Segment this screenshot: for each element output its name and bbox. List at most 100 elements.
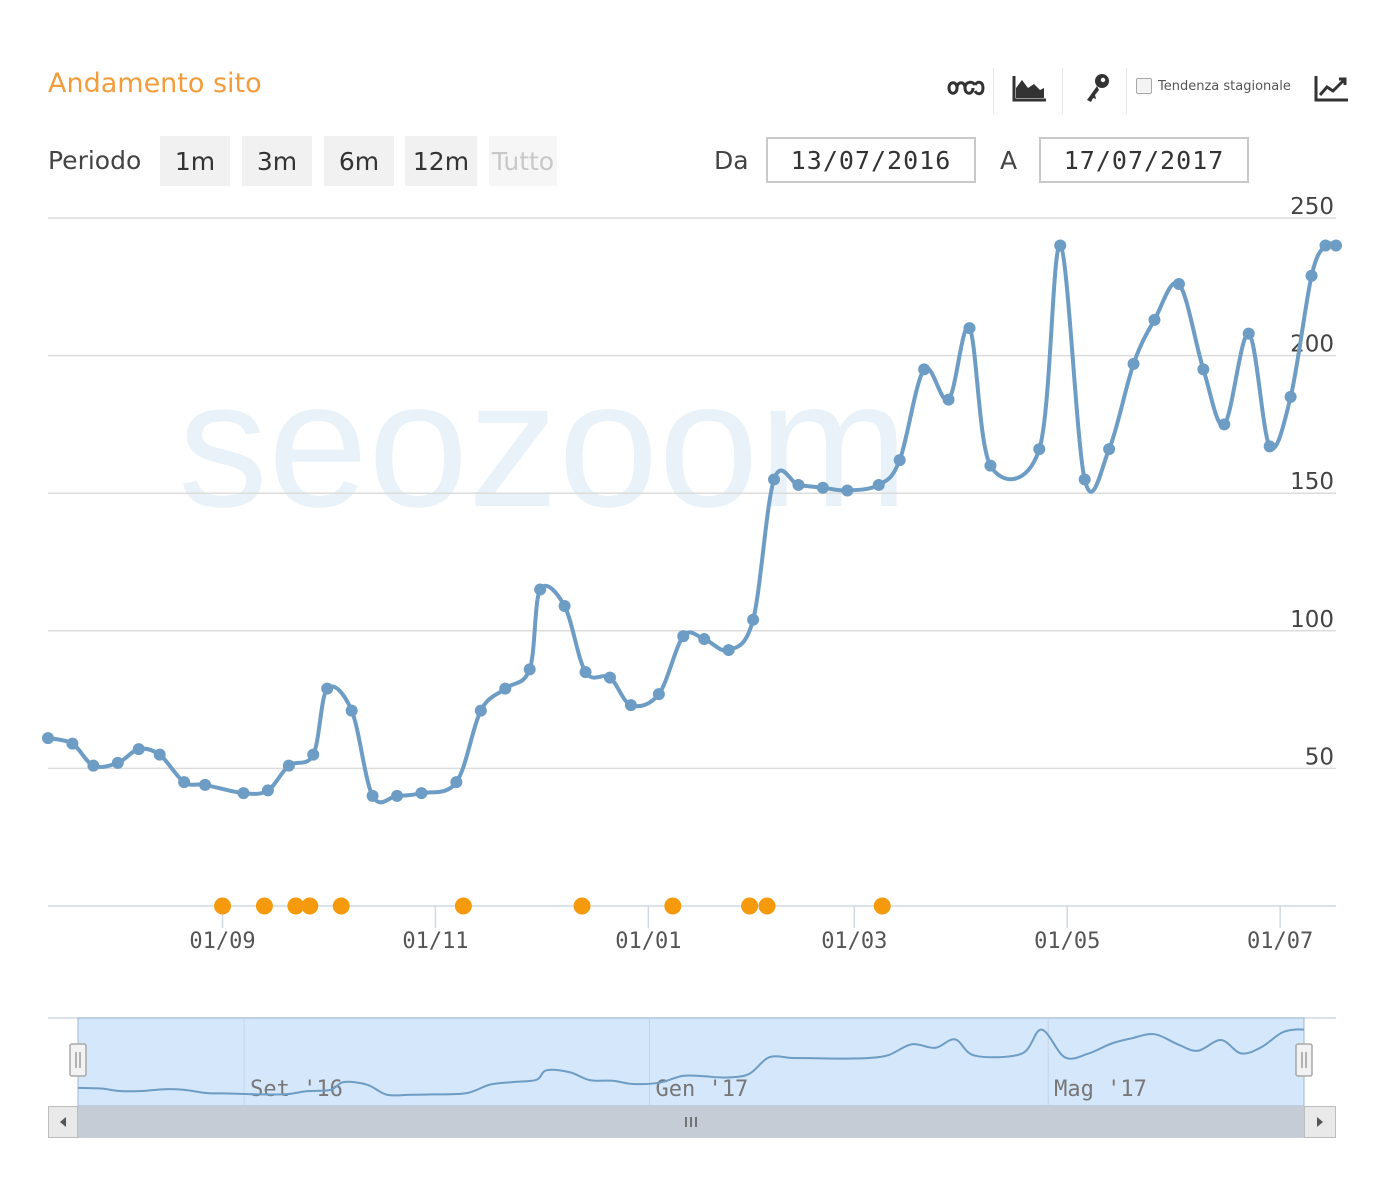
data-point [1078,473,1091,486]
event-marker [214,897,232,915]
event-marker [873,897,891,915]
navigator-selection [77,1017,1305,1107]
toolbar-separator [1126,68,1127,114]
event-marker [664,897,682,915]
data-point [111,756,124,769]
toolbar-separator [1062,68,1063,114]
data-point [792,478,805,491]
event-marker [454,897,472,915]
from-date-input[interactable] [766,137,976,183]
y-gridlines [48,217,1336,770]
to-date-input[interactable] [1039,137,1249,183]
data-point [66,737,79,750]
arrow-left-icon [60,1117,66,1127]
data-point [579,666,592,679]
handle-body [69,1043,87,1077]
x-tick-label: 01/11 [402,929,468,954]
x-tick-label: 01/05 [1034,929,1100,954]
data-point [1033,443,1046,456]
watermark-text: seozoom [178,344,908,545]
period-label: Periodo [48,146,142,175]
key-icon[interactable] [1072,62,1124,114]
data-point [768,473,781,486]
data-point [1172,278,1185,291]
scroll-left-button[interactable] [48,1106,78,1138]
navigator-series [77,1028,1305,1097]
data-point [261,784,274,797]
series-line[interactable] [42,239,1342,805]
period-3m-button[interactable]: 3m [242,136,312,186]
navigator-label: Gen '17 [655,1077,748,1102]
scroll-right-button[interactable] [1304,1106,1336,1138]
data-point [1103,443,1116,456]
y-tick-label: 50 [1305,744,1334,770]
event-marker [758,897,776,915]
data-point [42,732,54,745]
data-point [1330,239,1342,252]
y-tick-label: 250 [1290,194,1334,220]
data-point [178,776,191,789]
data-point [816,481,829,494]
data-point [415,787,428,800]
data-point [677,630,690,643]
toolbar-separator [993,68,994,114]
data-point [282,759,295,772]
to-label: A [1000,146,1018,175]
navigator-handle-left[interactable] [69,1043,87,1077]
data-point [391,789,404,802]
data-point [603,671,616,684]
data-point [153,748,166,761]
x-tick-label: 01/03 [821,929,887,954]
data-point [321,682,334,695]
scrollbar-thumb[interactable] [78,1106,1304,1138]
data-point [474,704,487,717]
event-marker [332,897,350,915]
event-marker [741,897,759,915]
area-chart-icon[interactable] [1004,62,1056,114]
x-tick-label: 01/09 [189,929,255,954]
period-1m-button[interactable]: 1m [160,136,230,186]
data-point [918,363,931,376]
y-tick-label: 150 [1290,469,1334,495]
data-point [1197,363,1210,376]
period-6m-button[interactable]: 6m [324,136,394,186]
x-axis: 01/09 01/11 01/01 01/03 01/05 01/07 [48,905,1336,954]
data-point [747,613,760,626]
data-point [624,699,637,712]
data-point [307,748,320,761]
y-tick-label: 100 [1290,607,1334,633]
navigator-label: Mag '17 [1054,1077,1147,1102]
navigator-handle-right[interactable] [1295,1043,1313,1077]
data-point [1263,440,1276,453]
data-point [237,787,250,800]
event-marker [255,897,273,915]
data-point [942,393,955,406]
period-12m-button[interactable]: 12m [405,136,477,186]
seasonal-trend-checkbox[interactable] [1136,78,1152,94]
data-point [1284,390,1297,403]
event-markers[interactable] [214,897,891,915]
data-point [1054,239,1067,252]
data-point [893,454,906,467]
data-point [558,600,571,613]
data-point [1242,327,1255,340]
navigator[interactable]: Set '16 Gen '17 Mag '17 [48,1017,1336,1107]
data-point [1127,357,1140,370]
data-point [87,759,100,772]
data-point [722,644,735,657]
data-point [841,484,854,497]
arrow-right-icon [1317,1117,1323,1127]
data-point [450,776,463,789]
data-point [534,583,547,596]
data-point [1305,269,1318,282]
seasonal-trend-label: Tendenza stagionale [1158,78,1291,94]
x-tick-label: 01/07 [1247,929,1313,954]
infinity-icon[interactable] [940,62,992,114]
trend-line-icon[interactable] [1306,62,1358,114]
event-marker [301,897,319,915]
seozoom-watermark: seozoom [178,344,908,545]
seasonal-trend-toggle[interactable]: Tendenza stagionale [1136,78,1291,94]
data-point [872,478,885,491]
